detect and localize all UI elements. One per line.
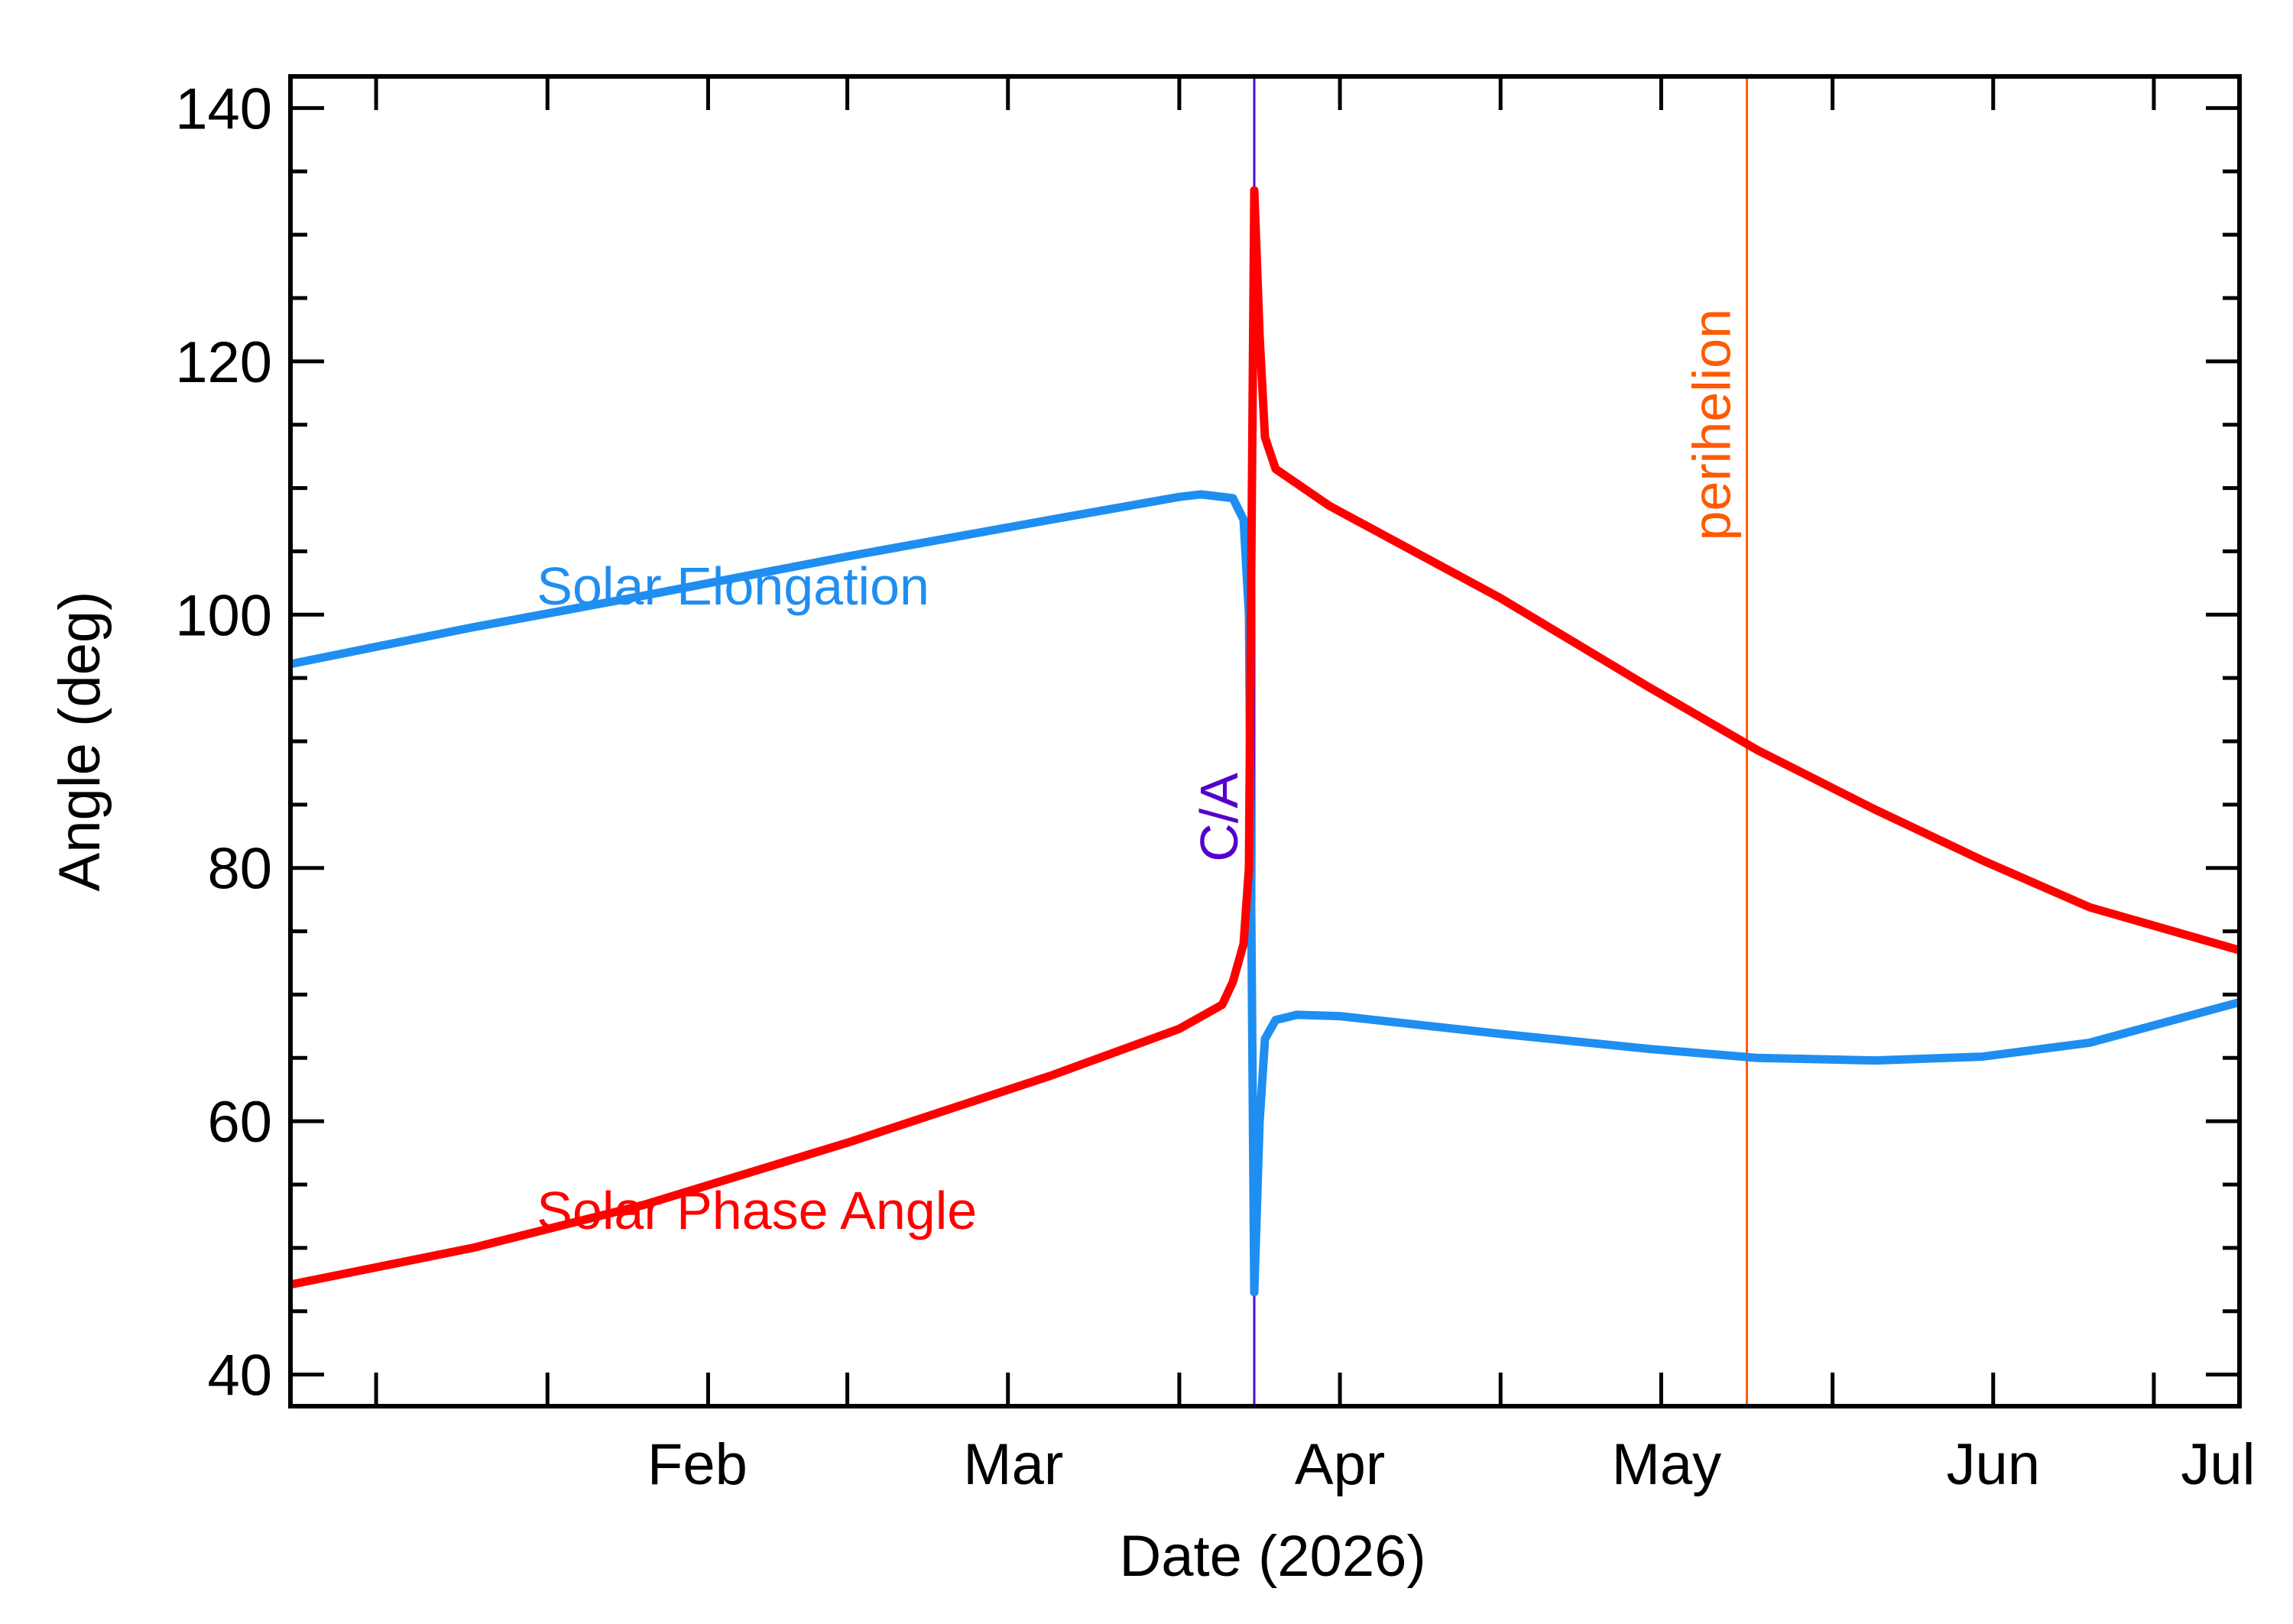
- x-tick-label-jun: Jun: [1946, 1432, 2040, 1497]
- axes: 40 60 80 100 120 140 Feb Mar Apr May Jun Jul Date (2…: [47, 74, 2256, 1589]
- event-lines: [1253, 76, 1748, 1406]
- y-tick-label: 80: [207, 837, 272, 902]
- x-tick-label-mar: Mar: [963, 1432, 1063, 1497]
- series-label-solar-phase-angle: Solar Phase Angle: [537, 1181, 977, 1240]
- x-tick-label-jul: Jul: [2181, 1432, 2255, 1497]
- y-axis-title: Angle (deg): [47, 592, 112, 892]
- x-tick-label-feb: Feb: [647, 1432, 748, 1497]
- event-label-c-a: C/A: [1189, 773, 1249, 862]
- series-line-solar-phase-angle: [290, 186, 2239, 1289]
- chart-labels: Solar Elongation Solar Phase Angle C/A peri…: [537, 309, 1741, 1240]
- x-tick-label-apr: Apr: [1295, 1432, 1385, 1497]
- series-label-solar-elongation: Solar Elongation: [537, 556, 929, 616]
- x-tick-label-may: May: [1612, 1432, 1722, 1497]
- series-lines: [290, 186, 2239, 1297]
- y-tick-label: 140: [175, 76, 272, 141]
- series-line-solar-elongation: [290, 490, 2239, 1297]
- y-tick-label: 40: [207, 1344, 272, 1408]
- x-axis-title: Date (2026): [1119, 1524, 1425, 1589]
- y-tick-label: 120: [175, 330, 272, 395]
- y-tick-label: 60: [207, 1090, 272, 1155]
- event-label-perihelion: perihelion: [1682, 309, 1741, 541]
- y-tick-label: 100: [175, 583, 272, 648]
